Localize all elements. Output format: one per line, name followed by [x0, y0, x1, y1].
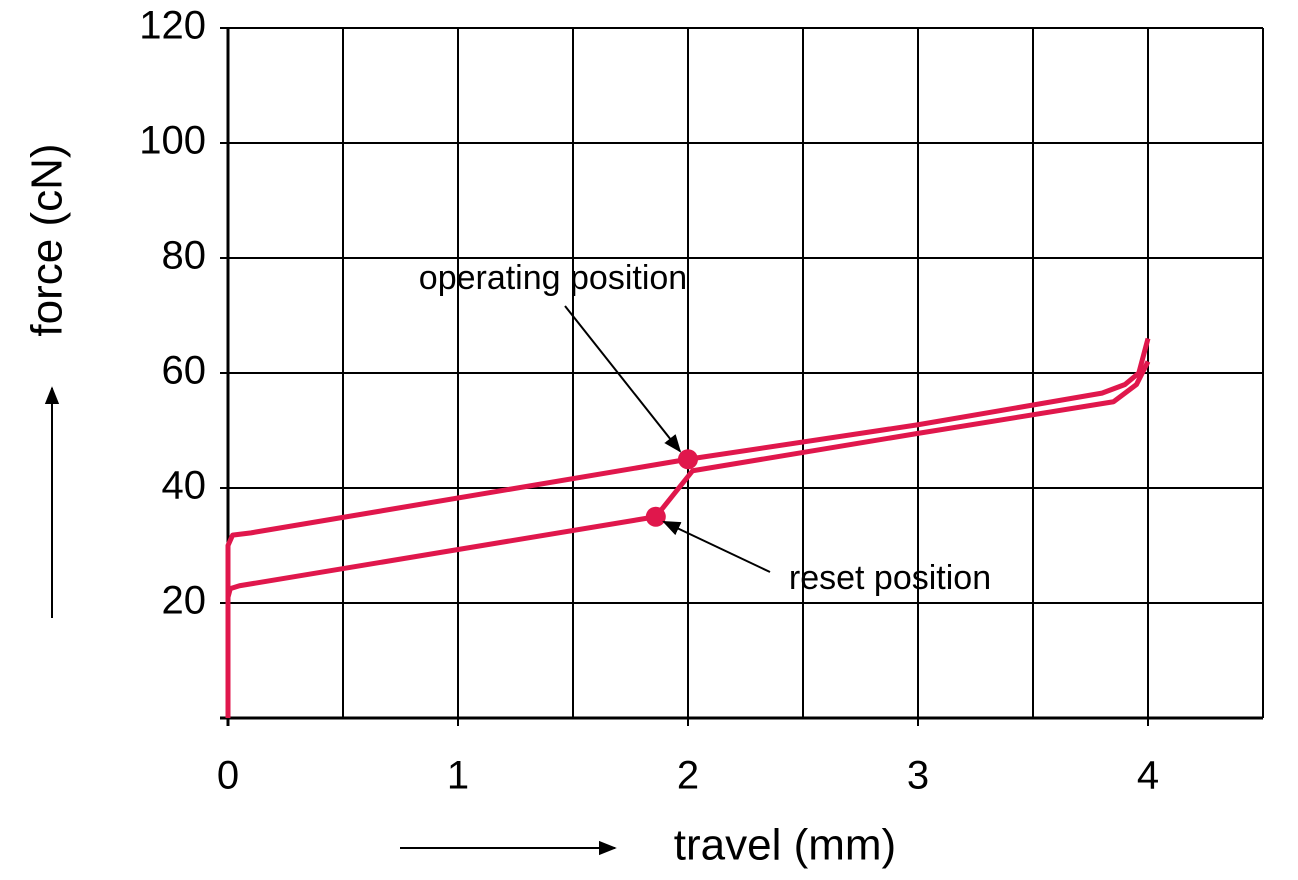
marks — [225, 337, 1151, 718]
point — [645, 506, 666, 527]
annotation-arrow — [564, 305, 682, 453]
x-tick-label: 4 — [1137, 754, 1159, 798]
annotation: operating position — [419, 259, 687, 297]
x-tick-label: 0 — [217, 754, 239, 798]
point — [678, 449, 698, 470]
x-axis-label: travel (mm) — [674, 821, 896, 870]
y-tick-label: 20 — [162, 579, 207, 623]
y-axis-label: force (cN) — [23, 143, 72, 336]
annotation: reset position — [789, 559, 991, 597]
y-tick-label: 40 — [162, 464, 207, 508]
y-tick-label: 60 — [162, 349, 207, 393]
annotation-arrow — [662, 520, 771, 573]
x-tick-label: 2 — [677, 754, 699, 798]
x-tick-label: 1 — [447, 754, 469, 798]
y-tick-label: 80 — [162, 234, 207, 278]
x-tick-label: 3 — [907, 754, 929, 798]
grid — [220, 27, 1264, 726]
y-tick-label: 120 — [139, 4, 206, 48]
series-line — [225, 337, 1151, 718]
y-tick-label: 100 — [139, 119, 206, 163]
series-line — [225, 360, 1151, 718]
